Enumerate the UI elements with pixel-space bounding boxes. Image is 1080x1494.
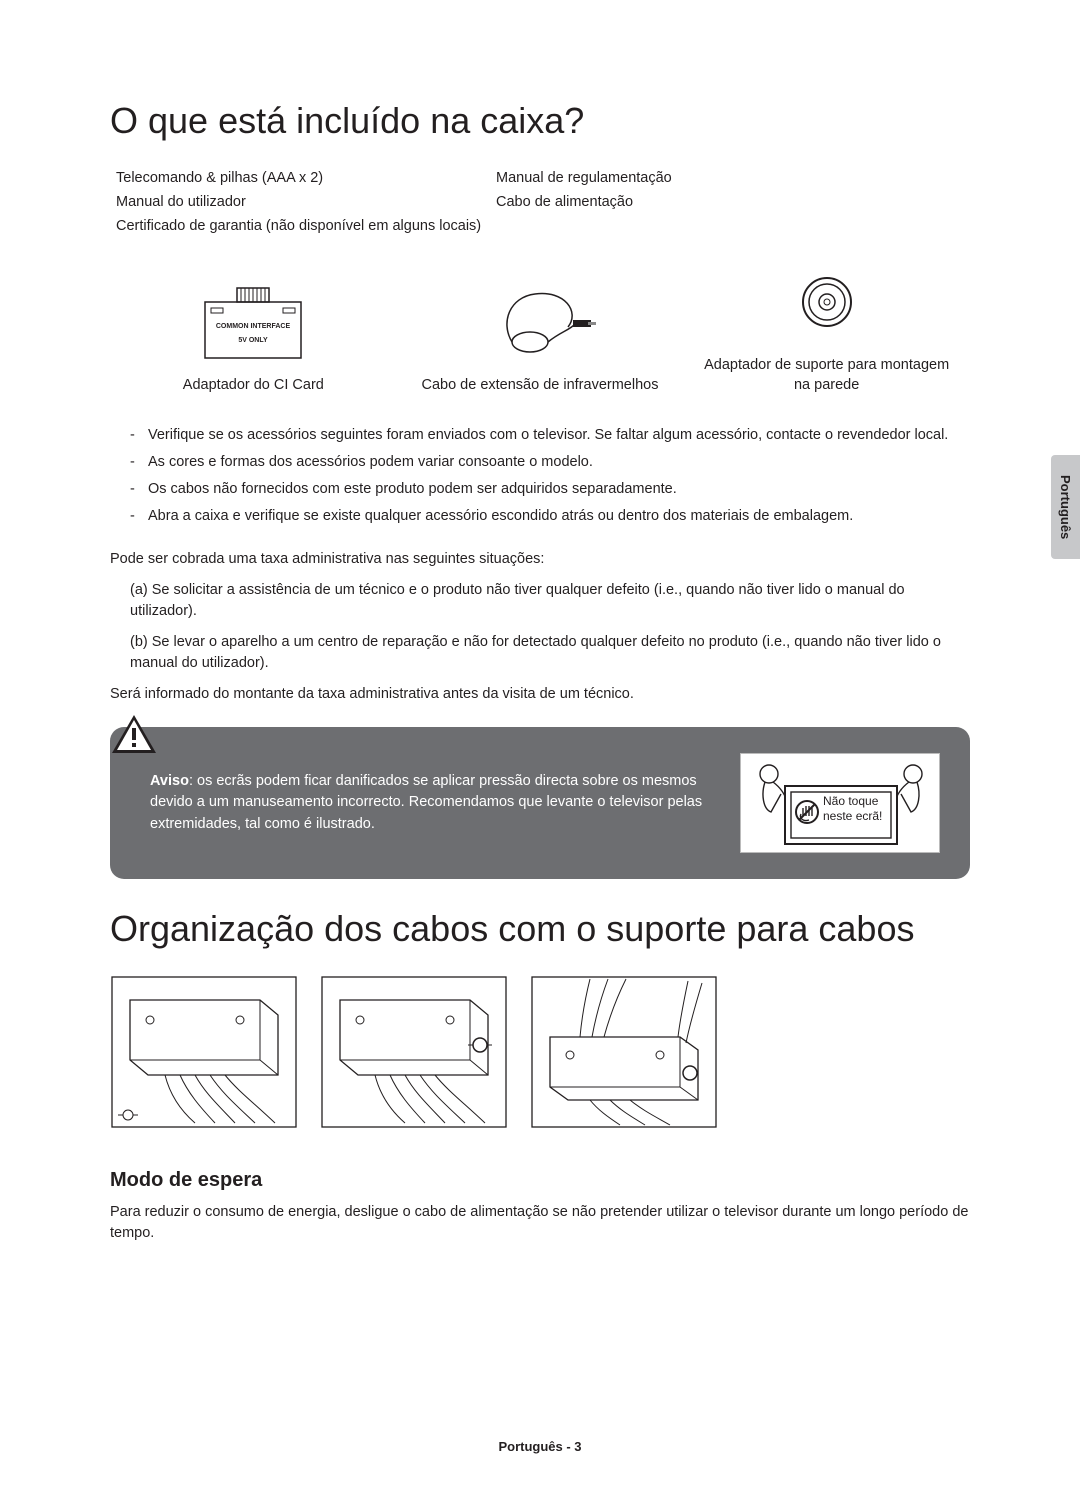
- cable-diagrams: [110, 975, 970, 1129]
- language-tab: Português: [1051, 455, 1080, 559]
- svg-text:5V ONLY: 5V ONLY: [239, 337, 269, 344]
- note-item: Abra a caixa e verifique se existe qualq…: [130, 506, 970, 527]
- svg-text:COMMON INTERFACE: COMMON INTERFACE: [216, 323, 291, 330]
- notes-list: Verifique se os acessórios seguintes for…: [110, 425, 970, 527]
- warning-label: Aviso: [150, 773, 189, 789]
- accessory-ci-card: COMMON INTERFACE 5V ONLY Adaptador do CI…: [123, 282, 383, 396]
- ci-card-icon: COMMON INTERFACE 5V ONLY: [193, 282, 313, 362]
- note-item: Verifique se os acessórios seguintes for…: [130, 425, 970, 446]
- accessory-label: Cabo de extensão de infravermelhos: [421, 376, 658, 396]
- included-items-list: Telecomando & pilhas (AAA x 2) Manual de…: [110, 170, 970, 234]
- standby-text: Para reduzir o consumo de energia, desli…: [110, 1202, 970, 1244]
- heading-whats-in-box: O que está incluído na caixa?: [110, 100, 970, 142]
- fee-intro: Pode ser cobrada uma taxa administrativa…: [110, 549, 970, 570]
- wall-mount-icon: [767, 262, 887, 342]
- page-footer: Português - 3: [0, 1439, 1080, 1454]
- item-power-cable: Cabo de alimentação: [496, 194, 970, 210]
- item-warranty: Certificado de garantia (não disponível …: [116, 218, 970, 234]
- item-remote: Telecomando & pilhas (AAA x 2): [116, 170, 476, 186]
- warning-box: Aviso: os ecrãs podem ficar danificados …: [110, 727, 970, 879]
- note-item: As cores e formas dos acessórios podem v…: [130, 452, 970, 473]
- accessory-label: Adaptador do CI Card: [183, 376, 324, 396]
- warning-body: : os ecrãs podem ficar danificados se ap…: [150, 773, 702, 833]
- item-reg-manual: Manual de regulamentação: [496, 170, 970, 186]
- accessory-label: Adaptador de suporte para montagem na pa…: [697, 356, 957, 395]
- fee-b: (b) Se levar o aparelho a um centro de r…: [110, 632, 970, 674]
- note-item: Os cabos não fornecidos com este produto…: [130, 479, 970, 500]
- fee-outro: Será informado do montante da taxa admin…: [110, 684, 970, 705]
- cable-step-1-icon: [110, 975, 298, 1129]
- warning-triangle-icon: [110, 713, 158, 755]
- accessory-wall-mount: Adaptador de suporte para montagem na pa…: [697, 262, 957, 395]
- ill-line2: neste ecrã!: [823, 809, 882, 823]
- warning-illustration: Não toque neste ecrã!: [740, 753, 940, 853]
- ir-cable-icon: [480, 282, 600, 362]
- cable-step-3-icon: [530, 975, 718, 1129]
- warning-ill-text: Não toque neste ecrã!: [823, 794, 882, 823]
- accessory-ir-cable: Cabo de extensão de infravermelhos: [410, 282, 670, 396]
- fee-a: (a) Se solicitar a assistência de um téc…: [110, 580, 970, 622]
- standby-heading: Modo de espera: [110, 1169, 970, 1192]
- cable-step-2-icon: [320, 975, 508, 1129]
- manual-page: O que está incluído na caixa? Telecomand…: [0, 0, 1080, 1494]
- accessory-row: COMMON INTERFACE 5V ONLY Adaptador do CI…: [110, 262, 970, 395]
- warning-text: Aviso: os ecrãs podem ficar danificados …: [150, 771, 718, 836]
- ill-line1: Não toque: [823, 794, 882, 808]
- heading-cable-org: Organização dos cabos com o suporte para…: [110, 909, 970, 949]
- item-user-manual: Manual do utilizador: [116, 194, 476, 210]
